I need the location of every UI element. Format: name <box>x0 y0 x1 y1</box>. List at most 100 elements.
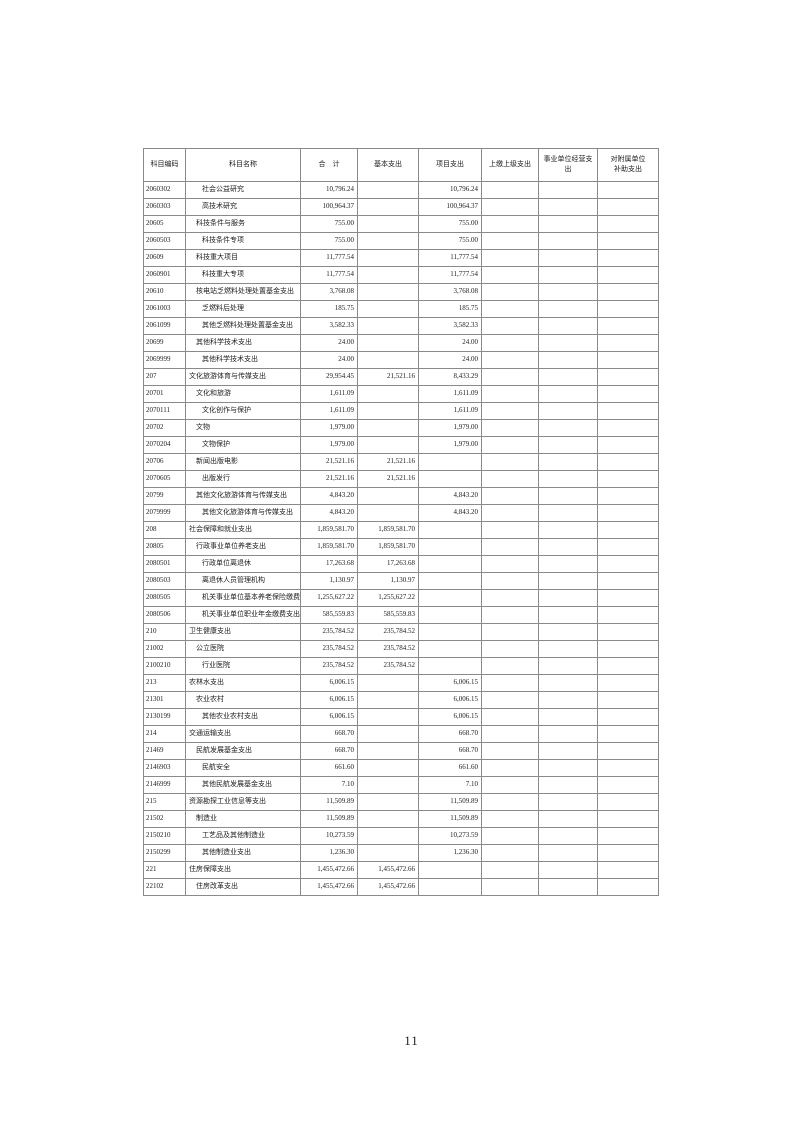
operating-cell <box>538 487 598 505</box>
name-cell: 工艺品及其他制造业 <box>185 827 301 845</box>
project-cell: 8,433.29 <box>418 368 482 386</box>
code-cell: 213 <box>143 674 186 692</box>
code-cell: 20610 <box>143 283 186 301</box>
table-row: 21469 民航发展基金支出 668.70 668.70 <box>143 742 659 760</box>
subsidy-cell <box>597 742 659 760</box>
upper-cell <box>481 402 539 420</box>
project-cell: 668.70 <box>418 725 482 743</box>
upper-cell <box>481 232 539 250</box>
project-cell <box>418 606 482 624</box>
total-cell: 668.70 <box>300 725 358 743</box>
table-row: 215 资源勘探工业信息等支出 11,509.89 11,509.89 <box>143 793 659 811</box>
basic-cell <box>357 487 419 505</box>
table-row: 208 社会保障和就业支出 1,859,581.70 1,859,581.70 <box>143 521 659 539</box>
code-cell: 221 <box>143 861 186 879</box>
name-cell: 乏燃料后处理 <box>185 300 301 318</box>
basic-cell: 21,521.16 <box>357 453 419 471</box>
table-row: 20706 新闻出版电影 21,521.16 21,521.16 <box>143 453 659 471</box>
name-cell: 卫生健康支出 <box>185 623 301 641</box>
project-cell: 6,006.15 <box>418 674 482 692</box>
table-row: 2130199 其他农业农村支出 6,006.15 6,006.15 <box>143 708 659 726</box>
operating-cell <box>538 691 598 709</box>
basic-cell: 1,859,581.70 <box>357 521 419 539</box>
name-cell: 民航安全 <box>185 759 301 777</box>
basic-cell <box>357 402 419 420</box>
basic-cell: 1,859,581.70 <box>357 538 419 556</box>
table-row: 20805 行政事业单位养老支出 1,859,581.70 1,859,581.70 <box>143 538 659 556</box>
upper-cell <box>481 555 539 573</box>
basic-cell <box>357 334 419 352</box>
operating-cell <box>538 861 598 879</box>
total-cell: 6,006.15 <box>300 674 358 692</box>
operating-cell <box>538 878 598 896</box>
table-row: 2069999 其他科学技术支出 24.00 24.00 <box>143 351 659 369</box>
subsidy-cell <box>597 215 659 233</box>
upper-cell <box>481 504 539 522</box>
total-cell: 11,509.89 <box>300 810 358 828</box>
code-cell: 20699 <box>143 334 186 352</box>
basic-cell: 235,784.52 <box>357 640 419 658</box>
upper-cell <box>481 419 539 437</box>
table-row: 20609 科技重大项目 11,777.54 11,777.54 <box>143 249 659 267</box>
table-row: 2060302 社会公益研究 10,796.24 10,796.24 <box>143 181 659 199</box>
project-cell: 100,964.37 <box>418 198 482 216</box>
code-cell: 20702 <box>143 419 186 437</box>
code-cell: 2146903 <box>143 759 186 777</box>
basic-cell <box>357 827 419 845</box>
code-cell: 2079999 <box>143 504 186 522</box>
upper-cell <box>481 470 539 488</box>
operating-cell <box>538 657 598 675</box>
project-cell: 24.00 <box>418 351 482 369</box>
basic-cell: 17,263.68 <box>357 555 419 573</box>
upper-cell <box>481 351 539 369</box>
upper-cell <box>481 589 539 607</box>
total-cell: 755.00 <box>300 232 358 250</box>
operating-cell <box>538 538 598 556</box>
total-cell: 1,455,472.66 <box>300 861 358 879</box>
code-cell: 21002 <box>143 640 186 658</box>
name-cell: 民航发展基金支出 <box>185 742 301 760</box>
code-cell: 2060302 <box>143 181 186 199</box>
code-cell: 2080505 <box>143 589 186 607</box>
code-cell: 2061003 <box>143 300 186 318</box>
upper-cell <box>481 640 539 658</box>
operating-cell <box>538 793 598 811</box>
code-cell: 215 <box>143 793 186 811</box>
project-cell: 6,006.15 <box>418 691 482 709</box>
project-cell: 1,979.00 <box>418 436 482 454</box>
column-header-name: 科目名称 <box>185 148 301 182</box>
name-cell: 农林水支出 <box>185 674 301 692</box>
basic-cell: 21,521.16 <box>357 470 419 488</box>
basic-cell: 1,455,472.66 <box>357 861 419 879</box>
upper-cell <box>481 725 539 743</box>
subsidy-cell <box>597 487 659 505</box>
total-cell: 3,582.33 <box>300 317 358 335</box>
subsidy-cell <box>597 844 659 862</box>
subsidy-cell <box>597 572 659 590</box>
name-cell: 文物保护 <box>185 436 301 454</box>
subsidy-cell <box>597 878 659 896</box>
basic-cell <box>357 215 419 233</box>
code-cell: 2060303 <box>143 198 186 216</box>
column-header-total: 合 计 <box>300 148 358 182</box>
subsidy-cell <box>597 555 659 573</box>
basic-cell <box>357 249 419 267</box>
name-cell: 科技重大专项 <box>185 266 301 284</box>
upper-cell <box>481 844 539 862</box>
basic-cell <box>357 181 419 199</box>
column-header-upper: 上缴上级支出 <box>481 148 539 182</box>
operating-cell <box>538 368 598 386</box>
name-cell: 其他文化旅游体育与传媒支出 <box>185 504 301 522</box>
table-body: 2060302 社会公益研究 10,796.24 10,796.24 2060303 高技… <box>143 181 659 896</box>
project-cell: 11,509.89 <box>418 793 482 811</box>
table-row: 20799 其他文化旅游体育与传媒支出 4,843.20 4,843.20 <box>143 487 659 505</box>
table-row: 2146903 民航安全 661.60 661.60 <box>143 759 659 777</box>
upper-cell <box>481 623 539 641</box>
total-cell: 10,273.59 <box>300 827 358 845</box>
name-cell: 资源勘探工业信息等支出 <box>185 793 301 811</box>
table-row: 2080505机关事业单位基本养老保险缴费支出1,255,627.221,255… <box>143 589 659 607</box>
total-cell: 6,006.15 <box>300 708 358 726</box>
total-cell: 24.00 <box>300 334 358 352</box>
operating-cell <box>538 589 598 607</box>
project-cell: 661.60 <box>418 759 482 777</box>
